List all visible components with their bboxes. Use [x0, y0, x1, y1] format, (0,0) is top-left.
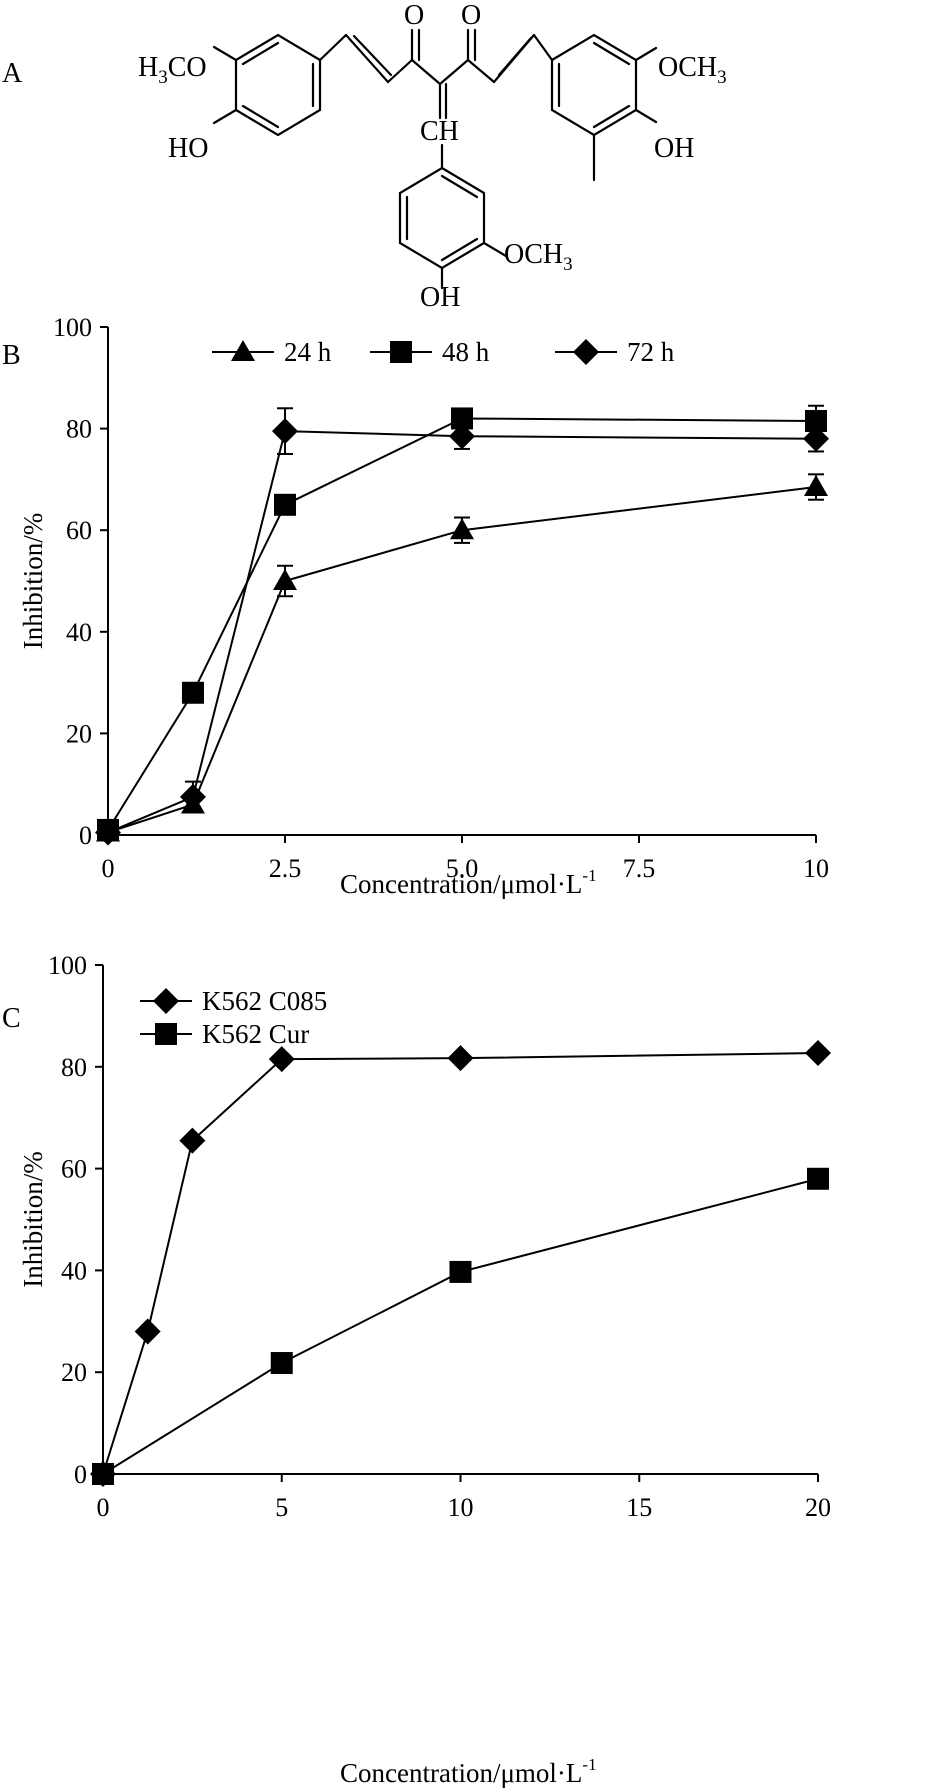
series-line: [102, 1177, 819, 1475]
chemical-structure: O O H3CO HO CH OCH3 OH OCH3 OH: [138, 0, 727, 313]
panel-label-a: A: [2, 58, 23, 89]
data-point: [804, 475, 828, 497]
data-point: [134, 1318, 161, 1345]
data-point: [274, 493, 296, 516]
data-point: [97, 818, 119, 841]
chart-c-xtick-label: 0: [97, 1493, 110, 1522]
data-point: [451, 407, 473, 430]
data-point: [805, 1040, 831, 1067]
legend-label: K562 Cur: [202, 1019, 309, 1049]
series-line: [107, 417, 817, 831]
chart-b-ytick-label: 80: [66, 415, 92, 444]
chart-c-ytick-label: 100: [48, 951, 87, 980]
series-line: [107, 486, 817, 834]
chart-b-ytick-label: 40: [66, 618, 92, 647]
legend-label: K562 C085: [202, 986, 327, 1016]
chart-b-xtick-label: 10: [803, 854, 829, 883]
h3co-left-label: H3CO: [138, 52, 207, 88]
chart-c-ytick-label: 20: [61, 1358, 87, 1387]
chart-c-ytick-label: 80: [61, 1053, 87, 1082]
data-point: [90, 1461, 116, 1487]
panel-label-b: B: [2, 340, 21, 371]
data-point: [807, 1167, 829, 1190]
och3-right-label: OCH3: [658, 52, 727, 88]
chart-b-ytick-label: 20: [66, 719, 92, 748]
data-point: [447, 1045, 474, 1072]
chart-b-xtick-label: 5.0: [446, 854, 479, 883]
data-point: [273, 569, 297, 590]
chart-b-xtick-label: 7.5: [623, 854, 656, 883]
hydroxyl-left-label: HO: [168, 133, 208, 164]
chart-c-series-k562-cur: K562 Cur: [92, 1019, 829, 1485]
data-point: [268, 1046, 295, 1073]
data-point: [449, 1260, 472, 1283]
chart-c-xtick-label: 5: [275, 1493, 288, 1522]
data-point: [181, 681, 204, 704]
data-point: [450, 518, 474, 540]
chart-c-xtick-label: 15: [626, 1493, 652, 1522]
chart-b-series-24-h: 24 h: [96, 337, 828, 842]
data-point: [449, 423, 475, 450]
chart-c-ytick-label: 40: [61, 1256, 87, 1285]
series-line: [107, 430, 817, 834]
methine-ch-label: CH: [420, 116, 459, 147]
oxygen-right-label: O: [461, 0, 481, 31]
chart-c-xlabel: Concentration/μmol·L-1: [340, 1755, 597, 1788]
chart-b-ytick-label: 60: [66, 516, 92, 545]
chart-c-ytick-label: 60: [61, 1155, 87, 1184]
chart-c-ylabel: Inhibition/%: [18, 1151, 48, 1288]
chart-b-ytick-label: 0: [79, 821, 92, 850]
oxygen-left-label: O: [404, 0, 424, 31]
data-point: [92, 1463, 114, 1485]
data-point: [270, 1352, 293, 1375]
data-point: [179, 783, 206, 810]
chart-b-ylabel: Inhibition/%: [18, 513, 48, 650]
data-point: [96, 820, 120, 842]
hydroxyl-right-label: OH: [654, 133, 694, 164]
chart-c-group: 0 20 40 60 80 100 0 5 10 15 20 Concentration/μmol·L…: [18, 951, 831, 1788]
legend-marker: [153, 988, 179, 1014]
hydroxyl-bottom-label: OH: [420, 282, 460, 313]
chart-c-xtick-label: 10: [448, 1493, 474, 1522]
data-point: [272, 418, 298, 445]
legend-marker: [155, 1023, 177, 1045]
data-point: [803, 425, 829, 452]
chart-c-series-k562-c085: K562 C085: [90, 986, 831, 1487]
chart-b-xlabel: Concentration/μmol·L-1: [340, 866, 597, 899]
och3-bottom-label: OCH3: [504, 239, 573, 275]
chart-c-ytick-label: 0: [74, 1460, 87, 1489]
data-point: [95, 819, 121, 846]
panel-label-c: C: [2, 1003, 21, 1034]
chart-b-series-72-h: 72 h: [95, 337, 829, 846]
chart-b-series-48-h: 48 h: [97, 337, 827, 841]
chart-b-xtick-label: 0: [102, 854, 115, 883]
data-point: [179, 1127, 206, 1154]
data-point: [180, 792, 205, 814]
series-line: [102, 1052, 819, 1475]
data-point: [805, 409, 827, 432]
chart-c-xtick-label: 20: [805, 1493, 831, 1522]
chart-b-xtick-label: 2.5: [269, 854, 302, 883]
